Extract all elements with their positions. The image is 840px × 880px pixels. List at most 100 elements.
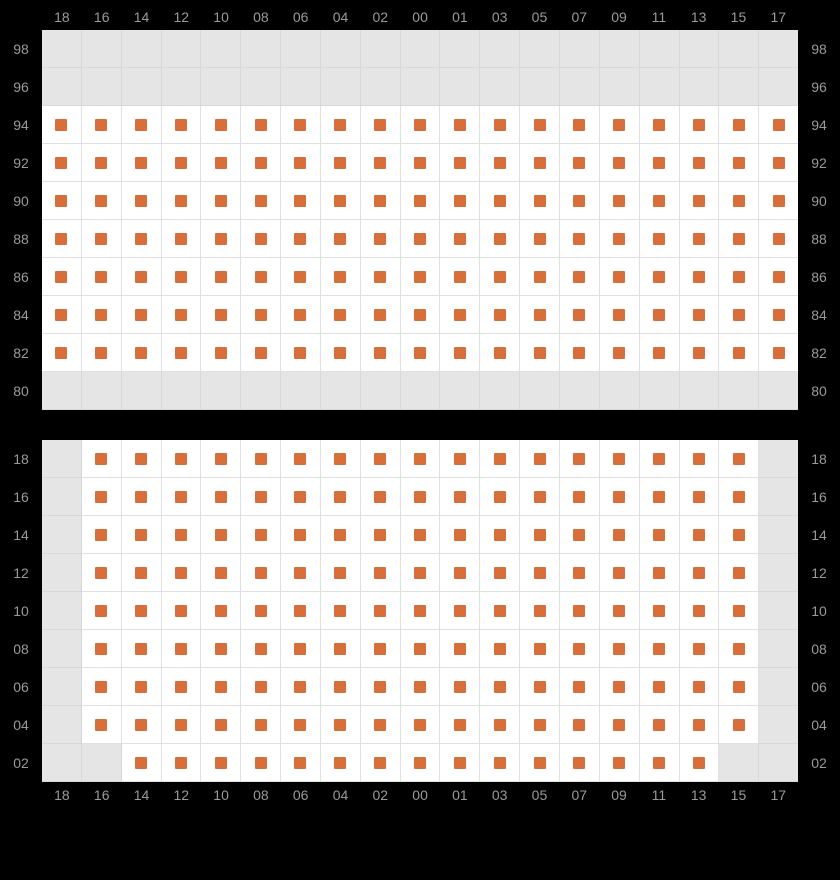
seat[interactable] xyxy=(82,144,122,182)
seat[interactable] xyxy=(600,106,640,144)
seat[interactable] xyxy=(162,516,202,554)
seat[interactable] xyxy=(640,440,680,478)
seat[interactable] xyxy=(560,744,600,782)
seat[interactable] xyxy=(640,668,680,706)
seat[interactable] xyxy=(82,592,122,630)
seat[interactable] xyxy=(361,182,401,220)
seat[interactable] xyxy=(480,516,520,554)
seat[interactable] xyxy=(281,592,321,630)
seat[interactable] xyxy=(560,258,600,296)
seat[interactable] xyxy=(719,706,759,744)
seat[interactable] xyxy=(759,258,798,296)
seat[interactable] xyxy=(680,106,720,144)
seat[interactable] xyxy=(321,668,361,706)
seat[interactable] xyxy=(520,106,560,144)
seat[interactable] xyxy=(520,744,560,782)
seat[interactable] xyxy=(122,668,162,706)
seat[interactable] xyxy=(401,668,441,706)
seat[interactable] xyxy=(321,220,361,258)
seat[interactable] xyxy=(680,554,720,592)
seat[interactable] xyxy=(122,744,162,782)
seat[interactable] xyxy=(281,106,321,144)
seat[interactable] xyxy=(122,592,162,630)
seat[interactable] xyxy=(719,220,759,258)
seat[interactable] xyxy=(560,182,600,220)
seat[interactable] xyxy=(42,220,82,258)
seat[interactable] xyxy=(600,478,640,516)
seat[interactable] xyxy=(401,296,441,334)
seat[interactable] xyxy=(440,334,480,372)
seat[interactable] xyxy=(361,554,401,592)
seat[interactable] xyxy=(719,592,759,630)
seat[interactable] xyxy=(480,296,520,334)
seat[interactable] xyxy=(82,106,122,144)
seat[interactable] xyxy=(201,554,241,592)
seat[interactable] xyxy=(162,668,202,706)
seat[interactable] xyxy=(520,668,560,706)
seat[interactable] xyxy=(162,220,202,258)
seat[interactable] xyxy=(82,334,122,372)
seat[interactable] xyxy=(361,144,401,182)
seat[interactable] xyxy=(440,478,480,516)
seat[interactable] xyxy=(241,220,281,258)
seat[interactable] xyxy=(401,440,441,478)
seat[interactable] xyxy=(440,296,480,334)
seat[interactable] xyxy=(680,258,720,296)
seat[interactable] xyxy=(520,630,560,668)
seat[interactable] xyxy=(201,478,241,516)
seat[interactable] xyxy=(281,258,321,296)
seat[interactable] xyxy=(201,144,241,182)
seat[interactable] xyxy=(401,106,441,144)
seat[interactable] xyxy=(82,668,122,706)
seat[interactable] xyxy=(122,220,162,258)
seat[interactable] xyxy=(122,144,162,182)
seat[interactable] xyxy=(162,334,202,372)
seat[interactable] xyxy=(640,554,680,592)
seat[interactable] xyxy=(520,258,560,296)
seat[interactable] xyxy=(640,744,680,782)
seat[interactable] xyxy=(719,334,759,372)
seat[interactable] xyxy=(719,182,759,220)
seat[interactable] xyxy=(640,334,680,372)
seat[interactable] xyxy=(82,440,122,478)
seat[interactable] xyxy=(241,106,281,144)
seat[interactable] xyxy=(560,668,600,706)
seat[interactable] xyxy=(719,440,759,478)
seat[interactable] xyxy=(680,334,720,372)
seat[interactable] xyxy=(719,106,759,144)
seat[interactable] xyxy=(241,334,281,372)
seat[interactable] xyxy=(680,516,720,554)
seat[interactable] xyxy=(122,554,162,592)
seat[interactable] xyxy=(480,630,520,668)
seat[interactable] xyxy=(281,706,321,744)
seat[interactable] xyxy=(321,258,361,296)
seat[interactable] xyxy=(759,220,798,258)
seat[interactable] xyxy=(520,220,560,258)
seat[interactable] xyxy=(162,440,202,478)
seat[interactable] xyxy=(321,144,361,182)
seat[interactable] xyxy=(241,182,281,220)
seat[interactable] xyxy=(201,744,241,782)
seat[interactable] xyxy=(321,592,361,630)
seat[interactable] xyxy=(321,182,361,220)
seat[interactable] xyxy=(241,706,281,744)
seat[interactable] xyxy=(122,258,162,296)
seat[interactable] xyxy=(440,258,480,296)
seat[interactable] xyxy=(680,296,720,334)
seat[interactable] xyxy=(440,440,480,478)
seat[interactable] xyxy=(162,630,202,668)
seat[interactable] xyxy=(321,440,361,478)
seat[interactable] xyxy=(520,296,560,334)
seat[interactable] xyxy=(640,258,680,296)
seat[interactable] xyxy=(520,144,560,182)
seat[interactable] xyxy=(241,478,281,516)
seat[interactable] xyxy=(520,592,560,630)
seat[interactable] xyxy=(361,592,401,630)
seat[interactable] xyxy=(42,182,82,220)
seat[interactable] xyxy=(401,706,441,744)
seat[interactable] xyxy=(241,668,281,706)
seat[interactable] xyxy=(520,516,560,554)
seat[interactable] xyxy=(42,334,82,372)
seat[interactable] xyxy=(440,744,480,782)
seat[interactable] xyxy=(440,516,480,554)
